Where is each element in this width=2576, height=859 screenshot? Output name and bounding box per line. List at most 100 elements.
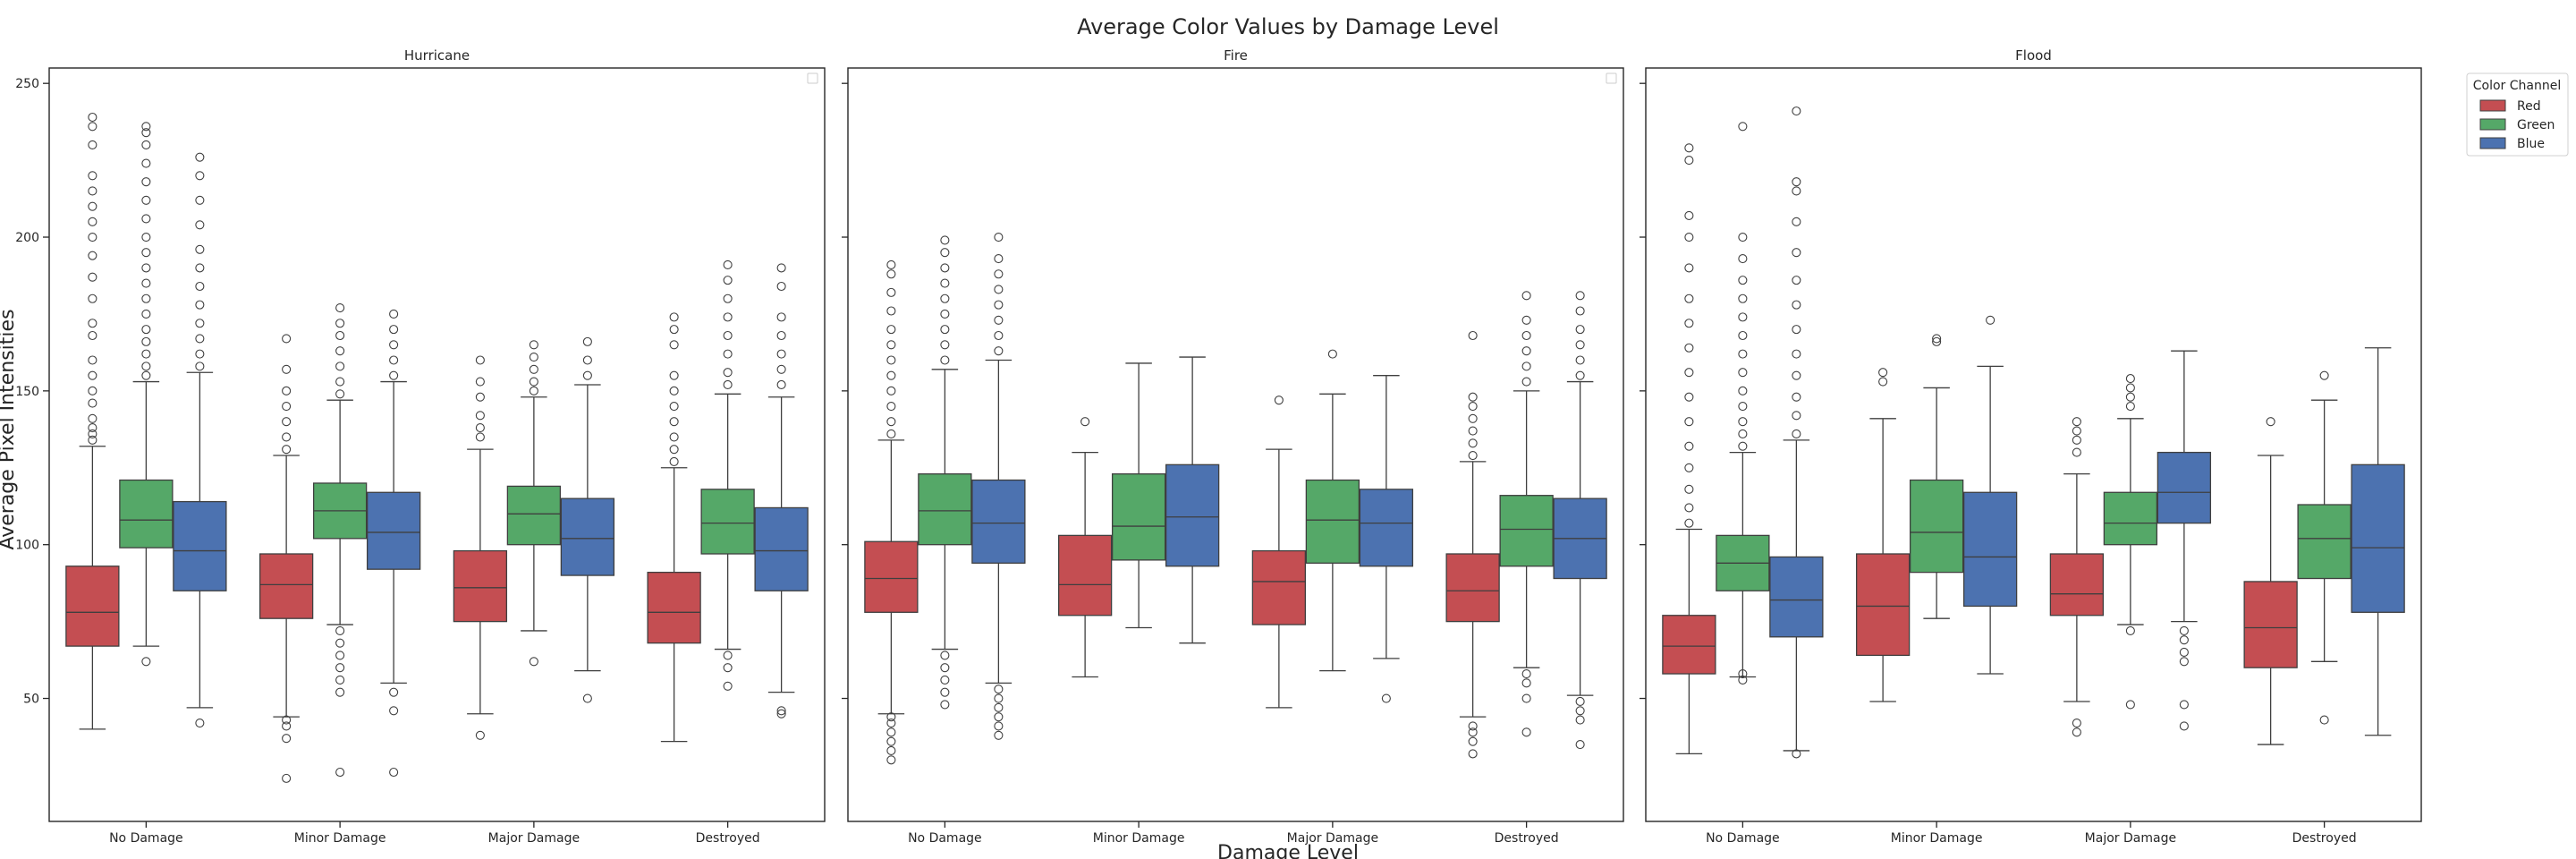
outlier-point	[195, 220, 205, 230]
outlier-point	[2179, 721, 2189, 731]
outlier-point	[669, 386, 679, 395]
outlier-point	[1684, 232, 1694, 242]
outlier-point	[776, 330, 786, 341]
box-red	[864, 259, 919, 765]
outlier-point	[2125, 392, 2135, 402]
outlier-point	[669, 340, 679, 350]
outlier-point	[994, 712, 1004, 722]
outlier-point	[335, 377, 345, 387]
iqr-box	[1662, 615, 1716, 675]
outlier-point	[886, 259, 896, 270]
panels: Hurricane 50 100 150 200 250 No Damage Minor Da…	[15, 47, 2422, 846]
outlier-point	[940, 687, 950, 697]
outlier-point	[994, 346, 1004, 356]
x-tick-label: No Damage	[908, 831, 982, 846]
box-blue	[1165, 356, 1220, 644]
outlier-point	[282, 721, 292, 731]
iqr-box	[1359, 489, 1414, 567]
outlier-point	[529, 353, 538, 362]
outlier-point	[1684, 263, 1694, 273]
outlier-point	[723, 349, 733, 359]
outlier-point	[940, 293, 950, 303]
outlier-point	[141, 248, 151, 258]
outlier-point	[88, 330, 97, 341]
box-red	[453, 355, 508, 740]
iqr-box	[1962, 491, 2018, 608]
box-green	[1716, 122, 1770, 685]
outlier-point	[2179, 625, 2189, 635]
outlier-point	[1684, 319, 1694, 328]
outlier-point	[1738, 276, 1748, 285]
iqr-box	[2103, 491, 2158, 546]
outlier-point	[2125, 383, 2135, 393]
box-blue	[560, 336, 615, 703]
outlier-point	[1738, 232, 1748, 242]
outlier-point	[195, 319, 205, 328]
outlier-point	[1575, 291, 1585, 301]
outlier-point	[2179, 635, 2189, 645]
outlier-point	[723, 368, 733, 378]
outlier-point	[141, 214, 151, 224]
outlier-point	[994, 730, 1004, 740]
iqr-box	[258, 553, 314, 619]
outlier-point	[886, 287, 896, 297]
outlier-point	[88, 293, 97, 303]
outlier-point	[1468, 450, 1478, 461]
outlier-point	[886, 325, 896, 335]
box-green	[1111, 362, 1166, 629]
outlier-point	[886, 355, 896, 365]
outlier-point	[669, 325, 679, 335]
outlier-point	[335, 675, 345, 685]
iqr-box	[1111, 472, 1166, 561]
outlier-point	[141, 158, 151, 168]
outlier-point	[1738, 668, 1748, 679]
outlier-point	[529, 364, 538, 374]
outlier-point	[335, 687, 345, 697]
box-blue	[1769, 106, 1824, 759]
outlier-point	[669, 432, 679, 442]
outlier-point	[669, 417, 679, 427]
outlier-point	[88, 429, 97, 439]
panel-title: Hurricane	[404, 47, 470, 64]
outlier-point	[475, 411, 485, 421]
outlier-point	[1738, 401, 1748, 412]
outlier-point	[1792, 749, 1801, 759]
legend-frame	[2466, 72, 2569, 157]
outlier-point	[195, 152, 205, 162]
outlier-point	[1468, 721, 1478, 731]
outlier-point	[994, 330, 1004, 341]
outlier-point	[335, 330, 345, 341]
outlier-point	[940, 651, 950, 660]
outlier-point	[88, 398, 97, 408]
outlier-point	[886, 386, 896, 395]
outlier-point	[1684, 343, 1694, 353]
outlier-point	[335, 361, 345, 371]
outlier-point	[940, 263, 950, 273]
outlier-point	[1738, 349, 1748, 359]
outlier-point	[282, 432, 292, 442]
outlier-point	[1792, 106, 1801, 116]
iqr-box	[173, 500, 227, 591]
outlier-point	[2179, 657, 2189, 667]
outlier-point	[141, 325, 151, 335]
iqr-box	[1251, 549, 1307, 625]
outlier-point	[1381, 693, 1391, 703]
outlier-point	[1792, 177, 1801, 187]
box-red	[1445, 330, 1500, 759]
iqr-box	[2243, 581, 2298, 668]
outlier-point	[195, 171, 205, 181]
iqr-box	[1499, 495, 1554, 567]
outlier-point	[88, 319, 97, 328]
outlier-point	[940, 700, 950, 710]
box-red	[65, 112, 120, 730]
outlier-point	[195, 718, 205, 728]
outlier-point	[1792, 429, 1801, 439]
outlier-point	[1792, 325, 1801, 335]
iqr-box	[1165, 464, 1220, 567]
outlier-point	[582, 370, 592, 380]
outlier-point	[389, 340, 399, 350]
outlier-point	[669, 445, 679, 455]
box-green	[1909, 334, 1964, 619]
outlier-point	[88, 413, 97, 423]
outlier-point	[335, 663, 345, 673]
